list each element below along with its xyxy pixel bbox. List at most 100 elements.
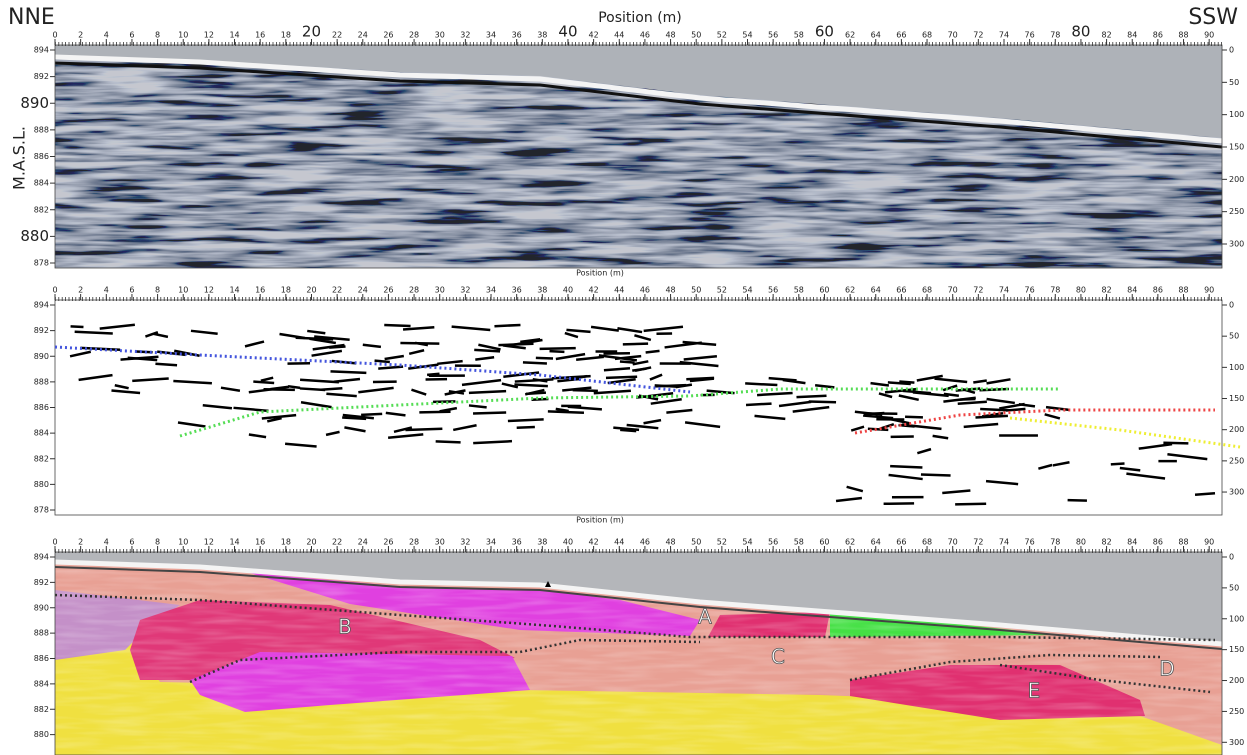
reflector [514, 384, 547, 386]
x-tick-label: 4 [104, 286, 109, 295]
x-tick-label: 80 [1076, 538, 1086, 547]
reflector [540, 348, 576, 349]
y-tick-label: 892 [34, 326, 49, 335]
y2-tick-label: 200 [1229, 676, 1244, 685]
figure: NNE SSW Position (m) M.A.S.L. [0, 0, 1247, 755]
x-tick-label: 46 [640, 286, 650, 295]
y2-tick-label: 50 [1229, 332, 1239, 341]
reflector [405, 429, 442, 430]
direction-right: SSW [1188, 5, 1238, 30]
x-tick-label: 62 [845, 538, 855, 547]
reflector [331, 371, 367, 373]
x-tick-label: 16 [255, 538, 265, 547]
panel-caption: Position (m) [576, 516, 624, 525]
y2-tick-label: 50 [1229, 78, 1239, 87]
unit-label: A [698, 605, 712, 629]
y2-tick-label: 0 [1229, 553, 1234, 562]
x-tick-label: 72 [973, 538, 983, 547]
x-tick-label: 36 [512, 286, 522, 295]
x-tick-label: 68 [922, 286, 932, 295]
reflector [1195, 493, 1215, 494]
x-tick-label: 10 [178, 286, 188, 295]
x-tick-label: 12 [204, 286, 214, 295]
x-tick-label: 48 [665, 286, 675, 295]
x-tick-label: 34 [486, 286, 496, 295]
x-tick-label: 88 [1178, 286, 1188, 295]
x-tick-label: 40 [563, 538, 573, 547]
x-tick-label: 60 [815, 23, 834, 41]
reflector [384, 325, 410, 326]
x-tick-label: 48 [665, 31, 675, 40]
x-tick-label: 32 [460, 286, 470, 295]
x-tick-label: 14 [229, 31, 239, 40]
y-tick-label: 888 [34, 377, 49, 386]
y2-tick-label: 150 [1229, 143, 1244, 152]
reflector [979, 389, 1008, 390]
x-tick-label: 88 [1178, 538, 1188, 547]
x-tick-label: 36 [512, 31, 522, 40]
y2-tick-label: 200 [1229, 425, 1244, 434]
y-tick-label: 878 [34, 506, 49, 515]
x-tick-label: 66 [896, 538, 906, 547]
x-tick-label: 86 [1153, 286, 1163, 295]
x-tick-label: 38 [537, 286, 547, 295]
x-tick-label: 80 [1071, 23, 1090, 41]
reflector [623, 344, 648, 345]
y-tick-label: 886 [34, 403, 49, 412]
reflector [1068, 500, 1087, 501]
x-tick-label: 0 [52, 31, 57, 40]
x-tick-label: 62 [845, 286, 855, 295]
y2-tick-label: 250 [1229, 707, 1244, 716]
reflector [745, 383, 777, 385]
reflector [361, 414, 382, 415]
x-tick-label: 22 [332, 31, 342, 40]
unit-map [55, 552, 1222, 755]
x-tick-label: 64 [871, 286, 881, 295]
x-tick-label: 70 [948, 538, 958, 547]
reflector [1163, 443, 1188, 444]
y-tick-label: 886 [34, 152, 49, 161]
reflector [253, 382, 274, 383]
x-tick-label: 2 [78, 286, 83, 295]
reflector [550, 351, 565, 352]
reflector [536, 358, 553, 359]
y2-tick-label: 300 [1229, 738, 1244, 747]
y2-tick-label: 300 [1229, 488, 1244, 497]
unit-label: D [1159, 657, 1174, 681]
x-tick-label: 46 [640, 538, 650, 547]
unit-label: C [771, 645, 785, 669]
x-tick-label: 90 [1204, 538, 1214, 547]
x-tick-label: 52 [717, 31, 727, 40]
radargram [55, 45, 1222, 268]
x-tick-label: 22 [332, 286, 342, 295]
x-tick-label: 50 [691, 31, 701, 40]
x-tick-label: 20 [302, 23, 321, 41]
x-tick-label: 78 [1050, 31, 1060, 40]
y2-tick-label: 100 [1229, 363, 1244, 372]
y2-tick-label: 100 [1229, 110, 1244, 119]
reflector [155, 364, 177, 365]
x-tick-label: 4 [104, 31, 109, 40]
y-axis-title: M.A.S.L. [10, 126, 29, 190]
x-tick-label: 50 [691, 286, 701, 295]
x-tick-label: 38 [537, 31, 547, 40]
y-tick-label: 882 [34, 705, 49, 714]
y2-tick-label: 0 [1229, 301, 1234, 310]
x-tick-label: 74 [999, 286, 1009, 295]
y-tick-label: 894 [34, 46, 49, 55]
y-tick-label: 892 [34, 72, 49, 81]
reflector [686, 378, 714, 379]
reflector [646, 351, 660, 353]
x-tick-label: 44 [614, 538, 624, 547]
y-tick-label: 892 [34, 578, 49, 587]
x-tick-label: 40 [563, 286, 573, 295]
x-tick-label: 46 [640, 31, 650, 40]
x-tick-label: 18 [281, 31, 291, 40]
reflector [573, 390, 598, 391]
x-tick-label: 58 [794, 31, 804, 40]
x-tick-label: 86 [1153, 538, 1163, 547]
reflector [606, 377, 637, 378]
x-tick-label: 86 [1153, 31, 1163, 40]
reflector [517, 427, 535, 428]
x-tick-label: 60 [819, 286, 829, 295]
